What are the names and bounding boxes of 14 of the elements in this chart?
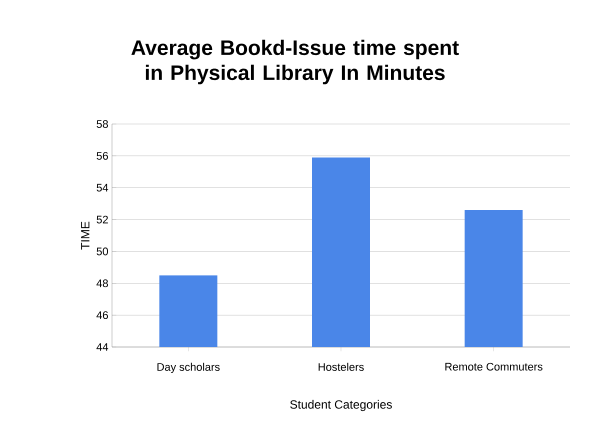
y-tick-label: 58 [96, 120, 108, 128]
x-tick-label: Remote Commuters [445, 362, 542, 371]
y-tick-label: 56 [96, 152, 108, 160]
y-tick-label: 54 [96, 184, 108, 192]
y-tick-label: 48 [96, 279, 108, 288]
chart-title: Average Bookd-Issue time spent in Physical Library In Minutes [131, 40, 459, 84]
y-tick-label: 46 [96, 311, 108, 320]
y-tick-label: 50 [96, 248, 108, 256]
y-axis-title: TIME [81, 222, 90, 250]
x-tick-label: Day scholars [157, 362, 220, 374]
x-axis-title: Student Categories [290, 400, 392, 412]
x-tick-label: Hostelers [318, 362, 364, 371]
y-tick-label: 44 [96, 343, 108, 351]
y-tick-label: 52 [96, 216, 108, 224]
